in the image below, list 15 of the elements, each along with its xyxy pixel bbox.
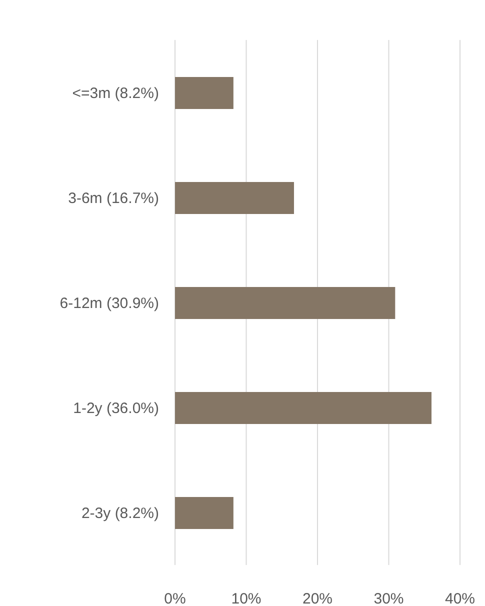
- bar: [175, 392, 432, 424]
- y-tick-label: <=3m (8.2%): [72, 84, 159, 102]
- bar: [175, 77, 234, 109]
- bar: [175, 182, 294, 214]
- y-tick-label: 1-2y (36.0%): [73, 400, 159, 417]
- y-tick-label: 3-6m (16.7%): [68, 190, 159, 207]
- x-tick-label: 30%: [374, 590, 404, 606]
- bar: [175, 497, 234, 529]
- x-tick-label: 0%: [164, 590, 186, 606]
- x-tick-label: 10%: [231, 590, 262, 606]
- x-tick-label: 40%: [444, 590, 476, 606]
- x-tick-label: 20%: [302, 590, 333, 606]
- bar: [175, 287, 396, 319]
- y-tick-label: 2-3y (8.2%): [81, 504, 159, 522]
- y-tick-label: 6-12m (30.9%): [60, 294, 159, 312]
